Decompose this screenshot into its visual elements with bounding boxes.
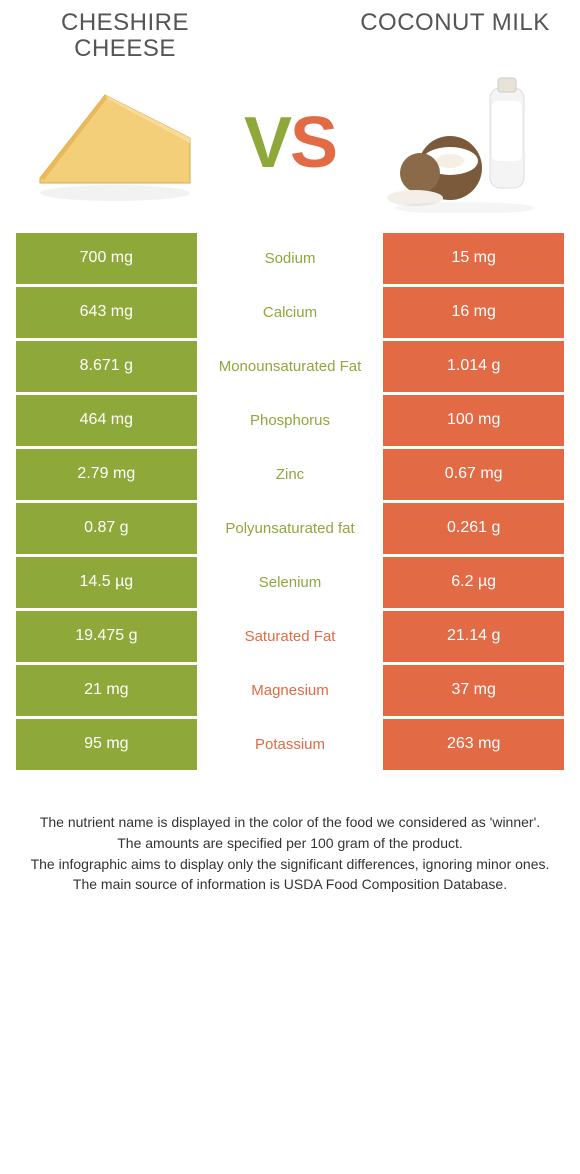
- right-value: 0.67 mg: [380, 449, 564, 503]
- table-row: 14.5 µgSelenium6.2 µg: [16, 557, 564, 611]
- left-value: 643 mg: [16, 287, 200, 341]
- left-value: 0.87 g: [16, 503, 200, 557]
- right-value: 263 mg: [380, 719, 564, 773]
- left-value: 95 mg: [16, 719, 200, 773]
- nutrient-name: Magnesium: [200, 665, 381, 719]
- table-row: 19.475 gSaturated Fat21.14 g: [16, 611, 564, 665]
- table-row: 95 mgPotassium263 mg: [16, 719, 564, 773]
- left-value: 8.671 g: [16, 341, 200, 395]
- coconut-milk-icon: [380, 73, 550, 213]
- footnote-line: The infographic aims to display only the…: [30, 855, 550, 874]
- vs-s: S: [290, 103, 336, 183]
- nutrient-name: Potassium: [200, 719, 381, 773]
- table-row: 21 mgMagnesium37 mg: [16, 665, 564, 719]
- right-value: 6.2 µg: [380, 557, 564, 611]
- left-value: 19.475 g: [16, 611, 200, 665]
- table-row: 700 mgSodium15 mg: [16, 233, 564, 287]
- nutrient-name: Monounsaturated Fat: [200, 341, 381, 395]
- left-value: 21 mg: [16, 665, 200, 719]
- nutrient-name: Saturated Fat: [200, 611, 381, 665]
- footnote-line: The main source of information is USDA F…: [30, 875, 550, 894]
- table-row: 464 mgPhosphorus100 mg: [16, 395, 564, 449]
- right-food-title: COCONUT MILK: [350, 10, 560, 63]
- table-row: 643 mgCalcium16 mg: [16, 287, 564, 341]
- title-row: CHESHIRE CHEESE COCONUT MILK: [0, 0, 580, 63]
- left-value: 464 mg: [16, 395, 200, 449]
- infographic-root: CHESHIRE CHEESE COCONUT MILK VS: [0, 0, 580, 894]
- nutrient-name: Selenium: [200, 557, 381, 611]
- nutrient-table: 700 mgSodium15 mg643 mgCalcium16 mg8.671…: [16, 233, 564, 773]
- hero-row: VS: [0, 63, 580, 233]
- left-value: 14.5 µg: [16, 557, 200, 611]
- left-value: 2.79 mg: [16, 449, 200, 503]
- left-value: 700 mg: [16, 233, 200, 287]
- footnote-line: The nutrient name is displayed in the co…: [30, 813, 550, 832]
- right-value: 1.014 g: [380, 341, 564, 395]
- right-value: 100 mg: [380, 395, 564, 449]
- footnotes: The nutrient name is displayed in the co…: [0, 773, 580, 895]
- cheese-icon: [30, 83, 200, 203]
- right-value: 16 mg: [380, 287, 564, 341]
- table-row: 0.87 gPolyunsaturated fat0.261 g: [16, 503, 564, 557]
- right-value: 15 mg: [380, 233, 564, 287]
- right-value: 21.14 g: [380, 611, 564, 665]
- nutrient-name: Calcium: [200, 287, 381, 341]
- title-spacer: [230, 10, 350, 63]
- right-value: 37 mg: [380, 665, 564, 719]
- nutrient-name: Phosphorus: [200, 395, 381, 449]
- vs-label: VS: [244, 102, 336, 184]
- table-row: 8.671 gMonounsaturated Fat1.014 g: [16, 341, 564, 395]
- vs-v: V: [244, 103, 290, 183]
- nutrient-name: Sodium: [200, 233, 381, 287]
- left-food-title: CHESHIRE CHEESE: [20, 10, 230, 63]
- right-food-image: [380, 73, 550, 213]
- footnote-line: The amounts are specified per 100 gram o…: [30, 834, 550, 853]
- nutrient-name: Polyunsaturated fat: [200, 503, 381, 557]
- right-value: 0.261 g: [380, 503, 564, 557]
- nutrient-name: Zinc: [200, 449, 381, 503]
- left-food-image: [30, 73, 200, 213]
- table-row: 2.79 mgZinc0.67 mg: [16, 449, 564, 503]
